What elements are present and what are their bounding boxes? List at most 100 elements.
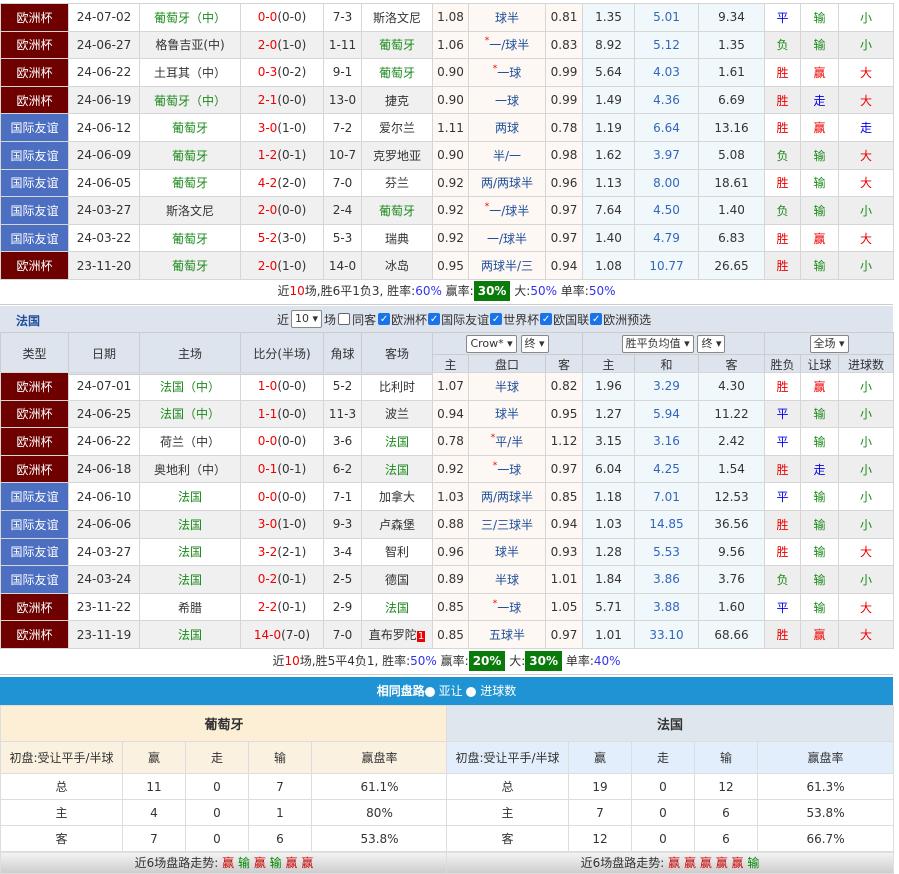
match-row[interactable]: 欧洲杯 23-11-19 法国 14-0(7-0) 7-0 直布罗陀1 0.85 五球半 0.9… [0,620,894,649]
league-badge[interactable]: 国际友谊 [0,537,69,567]
radio-goals-label[interactable]: 进球数 [480,684,517,698]
match-row[interactable]: 欧洲杯 24-07-01 法国（中） 1-0(0-0) 5-2 比利时 1.07 半球 0.82… [0,372,894,401]
away-team[interactable]: 直布罗陀1 [361,620,433,649]
league-badge[interactable]: 欧洲杯 [0,85,69,115]
radio-handicap-label[interactable]: 亚让 [438,684,463,698]
away-team[interactable]: 比利时 [361,372,433,401]
league-badge[interactable]: 欧洲杯 [0,427,69,456]
home-team[interactable]: 葡萄牙 [139,113,241,142]
score[interactable]: 14-0(7-0) [240,620,324,649]
league-badge[interactable]: 欧洲杯 [0,620,69,649]
home-team[interactable]: 希腊 [139,592,241,622]
away-team[interactable]: 芬兰 [361,168,433,198]
score[interactable]: 3-0(1-0) [240,509,324,539]
filter-checkbox[interactable]: ✓ [378,313,391,325]
away-team[interactable]: 捷克 [361,85,433,115]
league-badge[interactable]: 欧洲杯 [0,399,69,429]
home-team[interactable]: 斯洛文尼 [139,196,241,225]
score[interactable]: 0-3(0-2) [240,58,324,87]
score[interactable]: 1-0(0-0) [240,372,324,401]
match-row[interactable]: 国际友谊 24-03-22 葡萄牙 5-2(3-0) 5-3 瑞典 0.92 一/球半 0.97… [0,223,894,253]
match-row[interactable]: 欧洲杯 24-06-22 土耳其（中） 0-3(0-2) 9-1 葡萄牙 0.90 *一球 0.… [0,58,894,87]
match-row[interactable]: 欧洲杯 24-06-25 法国（中） 1-1(0-0) 11-3 波兰 0.94 球半 0.95… [0,399,894,429]
filter-label[interactable]: 世界杯 [503,312,540,327]
filter-checkbox[interactable]: ✓ [540,313,553,325]
match-row[interactable]: 欧洲杯 23-11-20 葡萄牙 2-0(1-0) 14-0 冰岛 0.95 两球半/三 0.9… [0,251,894,280]
scope-select[interactable]: 全场 ▾ [809,334,849,353]
score[interactable]: 2-1(0-0) [240,85,324,115]
league-badge[interactable]: 国际友谊 [0,140,69,170]
radio-goals[interactable] [466,686,477,697]
away-team[interactable]: 法国 [361,454,433,484]
home-team[interactable]: 法国 [139,509,241,539]
away-team[interactable]: 斯洛文尼 [361,3,433,32]
avg-select[interactable]: 胜平负均值 ▾ [621,334,694,353]
score[interactable]: 0-2(0-1) [240,565,324,594]
home-team[interactable]: 法国 [139,482,241,511]
league-badge[interactable]: 欧洲杯 [0,372,69,401]
league-badge[interactable]: 国际友谊 [0,482,69,511]
match-row[interactable]: 国际友谊 24-03-27 法国 3-2(2-1) 3-4 智利 0.96 球半 0.93 1.2… [0,537,894,567]
home-team[interactable]: 荷兰（中） [139,427,241,456]
league-badge[interactable]: 国际友谊 [0,509,69,539]
match-row[interactable]: 国际友谊 24-03-24 法国 0-2(0-1) 2-5 德国 0.89 半球 1.01 1.8… [0,565,894,594]
final-select-2[interactable]: 终 ▾ [697,334,726,353]
final-select-1[interactable]: 终 ▾ [520,334,549,353]
filter-label[interactable]: 欧洲预选 [603,312,652,327]
away-team[interactable]: 冰岛 [361,251,433,280]
filter-checkbox[interactable]: ✓ [428,313,441,325]
away-team[interactable]: 德国 [361,565,433,594]
company-select[interactable]: Crow* ▾ [466,334,517,353]
home-team[interactable]: 法国（中） [139,399,241,429]
away-team[interactable]: 克罗地亚 [361,140,433,170]
score[interactable]: 1-2(0-1) [240,140,324,170]
league-badge[interactable]: 国际友谊 [0,565,69,594]
away-team[interactable]: 波兰 [361,399,433,429]
match-row[interactable]: 欧洲杯 24-07-02 葡萄牙（中） 0-0(0-0) 7-3 斯洛文尼 1.08 球半 0.… [0,3,894,32]
score[interactable]: 2-0(1-0) [240,30,324,60]
away-team[interactable]: 瑞典 [361,223,433,253]
home-team[interactable]: 葡萄牙 [139,140,241,170]
match-row[interactable]: 国际友谊 24-06-12 葡萄牙 3-0(1-0) 7-2 爱尔兰 1.11 两球 0.78 1… [0,113,894,142]
home-team[interactable]: 葡萄牙（中） [139,3,241,32]
score[interactable]: 0-0(0-0) [240,427,324,456]
away-team[interactable]: 葡萄牙 [361,30,433,60]
away-team[interactable]: 智利 [361,537,433,567]
home-team[interactable]: 葡萄牙 [139,223,241,253]
same-away-checkbox[interactable] [338,313,351,325]
home-team[interactable]: 奥地利（中） [139,454,241,484]
home-team[interactable]: 土耳其（中） [139,58,241,87]
score[interactable]: 0-1(0-1) [240,454,324,484]
match-row[interactable]: 欧洲杯 24-06-22 荷兰（中） 0-0(0-0) 3-6 法国 0.78 *平/半 1.1… [0,427,894,456]
league-badge[interactable]: 欧洲杯 [0,58,69,87]
home-team[interactable]: 葡萄牙 [139,168,241,198]
match-row[interactable]: 国际友谊 24-06-10 法国 0-0(0-0) 7-1 加拿大 1.03 两/两球半 0.8… [0,482,894,511]
home-team[interactable]: 法国 [139,620,241,649]
home-team[interactable]: 法国 [139,565,241,594]
match-row[interactable]: 欧洲杯 24-06-19 葡萄牙（中） 2-1(0-0) 13-0 捷克 0.90 一球 0.9… [0,85,894,115]
score[interactable]: 2-0(0-0) [240,196,324,225]
score[interactable]: 0-0(0-0) [240,3,324,32]
recent-count-select[interactable]: 10 ▾ [291,310,323,328]
away-team[interactable]: 葡萄牙 [361,58,433,87]
score[interactable]: 3-0(1-0) [240,113,324,142]
away-team[interactable]: 加拿大 [361,482,433,511]
league-badge[interactable]: 欧洲杯 [0,30,69,60]
home-team[interactable]: 葡萄牙（中） [139,85,241,115]
match-row[interactable]: 国际友谊 24-06-05 葡萄牙 4-2(2-0) 7-0 芬兰 0.92 两/两球半 0.9… [0,168,894,198]
home-team[interactable]: 葡萄牙 [139,251,241,280]
away-team[interactable]: 葡萄牙 [361,196,433,225]
filter-label[interactable]: 国际友谊 [441,312,490,327]
score[interactable]: 0-0(0-0) [240,482,324,511]
away-team[interactable]: 法国 [361,592,433,622]
league-badge[interactable]: 欧洲杯 [0,251,69,280]
away-team[interactable]: 法国 [361,427,433,456]
league-badge[interactable]: 国际友谊 [0,196,69,225]
filter-checkbox[interactable]: ✓ [590,313,603,325]
score[interactable]: 1-1(0-0) [240,399,324,429]
home-team[interactable]: 法国 [139,537,241,567]
score[interactable]: 3-2(2-1) [240,537,324,567]
league-badge[interactable]: 国际友谊 [0,113,69,142]
home-team[interactable]: 格鲁吉亚(中) [139,30,241,60]
league-badge[interactable]: 欧洲杯 [0,3,69,32]
